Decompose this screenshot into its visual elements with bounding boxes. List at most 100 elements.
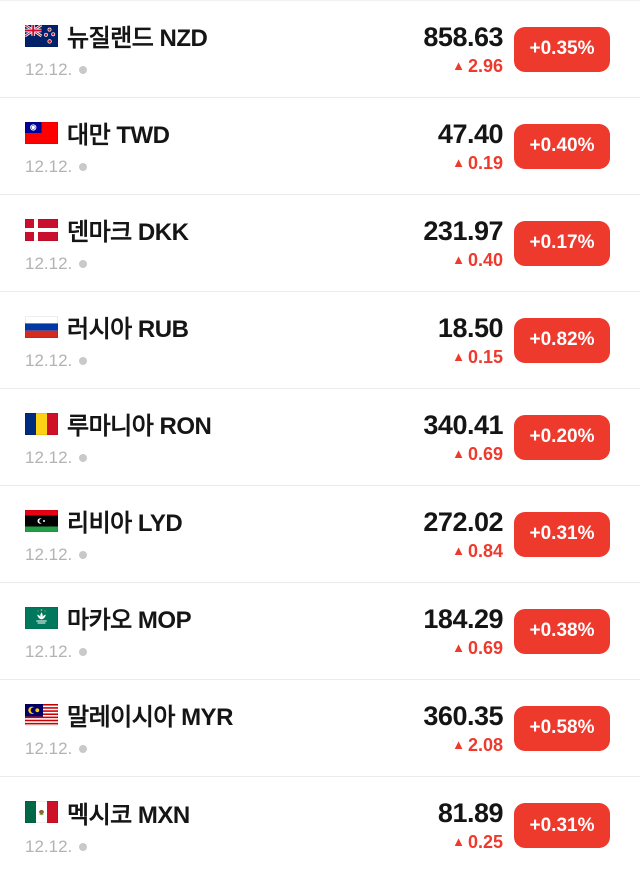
currency-name: 루마니아 RON — [67, 413, 212, 440]
currency-name: 러시아 RUB — [67, 316, 189, 343]
row-left: 말레이시아 MYR 12.12. — [25, 697, 423, 759]
row-left: 루마니아 RON 12.12. — [25, 406, 423, 468]
currency-row-nzd[interactable]: 뉴질랜드 NZD 12.12. 858.63 ▲ 2.96 +0.35% — [0, 1, 640, 98]
price-block: 47.40 ▲ 0.19 — [437, 118, 504, 174]
up-triangle-icon: ▲ — [452, 834, 465, 849]
price-block: 231.97 ▲ 0.40 — [423, 216, 503, 271]
price-block: 360.35 ▲ 2.08 — [423, 701, 503, 756]
date-label: 12.12. — [25, 836, 73, 856]
date-label: 12.12. — [25, 157, 73, 176]
change-value: 0.40 — [467, 249, 503, 270]
change-percent-badge: +0.17% — [514, 220, 610, 266]
currency-row-rub[interactable]: 러시아 RUB 12.12. 18.50 ▲ 0.15 +0.82% — [0, 292, 640, 389]
row-left: 러시아 RUB 12.12. — [25, 309, 438, 371]
date-label: 12.12. — [25, 60, 73, 79]
price: 81.89 — [437, 798, 504, 828]
row-left: 멕시코 MXN 12.12. — [25, 795, 438, 857]
date-label: 12.12. — [25, 254, 73, 273]
price-block: 184.29 ▲ 0.69 — [423, 604, 503, 659]
date-status-dot — [79, 551, 88, 559]
change-line: ▲ 0.69 — [452, 638, 503, 659]
change-percent-badge: +0.58% — [514, 705, 610, 751]
date-status-dot — [79, 745, 88, 753]
row-left: 뉴질랜드 NZD 12.12. — [25, 18, 423, 80]
price-block: 340.41 ▲ 0.69 — [423, 410, 503, 465]
change-value: 0.19 — [467, 152, 503, 173]
up-triangle-icon: ▲ — [452, 348, 465, 364]
change-value: 0.15 — [467, 346, 503, 367]
currency-row-mxn[interactable]: 멕시코 MXN 12.12. 81.89 ▲ 0.25 +0.31% — [0, 777, 640, 874]
date-status-dot — [79, 454, 88, 462]
flag-new-zealand-icon — [25, 24, 58, 47]
change-percent-badge: +0.38% — [514, 608, 610, 654]
price: 184.29 — [423, 603, 503, 634]
up-triangle-icon: ▲ — [452, 251, 465, 267]
date-label: 12.12. — [25, 642, 73, 661]
flag-romania-icon — [25, 412, 58, 435]
flag-denmark-icon — [25, 218, 58, 241]
date-status-dot — [79, 66, 88, 74]
currency-name: 멕시코 MXN — [67, 801, 190, 829]
currency-row-dkk[interactable]: 덴마크 DKK 12.12. 231.97 ▲ 0.40 +0.17% — [0, 195, 640, 292]
change-value: 0.69 — [467, 443, 503, 464]
currency-name: 뉴질랜드 NZD — [67, 25, 208, 52]
change-line: ▲ 2.96 — [452, 56, 503, 77]
row-left: 대만 TWD 12.12. — [25, 115, 438, 177]
change-value: 0.84 — [467, 540, 503, 561]
price: 858.63 — [423, 21, 503, 52]
change-percent-badge: +0.35% — [514, 26, 610, 72]
change-line: ▲ 0.25 — [452, 832, 503, 853]
change-percent-badge: +0.20% — [514, 414, 610, 460]
price: 272.02 — [423, 506, 503, 537]
flag-libya-icon — [25, 509, 58, 532]
date-status-dot — [79, 357, 88, 365]
up-triangle-icon: ▲ — [452, 57, 465, 73]
up-triangle-icon: ▲ — [452, 154, 465, 170]
change-value: 0.25 — [467, 832, 503, 852]
change-percent-badge: +0.31% — [514, 511, 610, 557]
up-triangle-icon: ▲ — [452, 639, 465, 655]
price-block: 272.02 ▲ 0.84 — [423, 507, 503, 562]
currency-name: 덴마크 DKK — [67, 219, 189, 246]
currency-name: 말레이시아 MYR — [67, 704, 233, 731]
flag-taiwan-icon — [25, 121, 58, 144]
date-label: 12.12. — [25, 545, 73, 564]
currency-row-mop[interactable]: 마카오 MOP 12.12. 184.29 ▲ 0.69 +0.38% — [0, 583, 640, 680]
price-block: 18.50 ▲ 0.15 — [437, 312, 504, 368]
change-line: ▲ 0.19 — [452, 153, 503, 174]
price: 340.41 — [423, 409, 503, 440]
price-block: 858.63 ▲ 2.96 — [423, 22, 503, 77]
up-triangle-icon: ▲ — [452, 542, 465, 558]
up-triangle-icon: ▲ — [452, 445, 465, 461]
flag-russia-icon — [25, 315, 58, 338]
price: 18.50 — [437, 312, 504, 343]
date-label: 12.12. — [25, 739, 73, 758]
change-value: 0.69 — [467, 637, 503, 658]
change-line: ▲ 0.15 — [452, 347, 503, 368]
change-percent-badge: +0.82% — [514, 317, 610, 363]
date-label: 12.12. — [25, 351, 73, 370]
change-line: ▲ 0.69 — [452, 444, 503, 465]
flag-macau-icon — [25, 606, 58, 629]
currency-row-lyd[interactable]: 리비아 LYD 12.12. 272.02 ▲ 0.84 +0.31% — [0, 486, 640, 583]
currency-row-ron[interactable]: 루마니아 RON 12.12. 340.41 ▲ 0.69 +0.20% — [0, 389, 640, 486]
up-triangle-icon: ▲ — [452, 736, 465, 752]
row-left: 덴마크 DKK 12.12. — [25, 212, 423, 274]
flag-mexico-icon — [25, 801, 58, 823]
price: 47.40 — [437, 118, 504, 149]
currency-name: 마카오 MOP — [67, 607, 192, 634]
currency-row-myr[interactable]: 말레이시아 MYR 12.12. 360.35 ▲ 2.08 +0.58% — [0, 680, 640, 777]
change-value: 2.96 — [467, 55, 503, 76]
change-percent-badge: +0.31% — [514, 803, 610, 848]
currency-name: 대만 TWD — [67, 122, 170, 149]
row-left: 마카오 MOP 12.12. — [25, 600, 423, 662]
flag-malaysia-icon — [25, 703, 58, 726]
date-status-dot — [79, 648, 88, 656]
row-left: 리비아 LYD 12.12. — [25, 503, 423, 565]
change-line: ▲ 0.84 — [452, 541, 503, 562]
date-status-dot — [79, 163, 88, 171]
price: 360.35 — [423, 700, 503, 731]
currency-name: 리비아 LYD — [67, 510, 183, 537]
currency-row-twd[interactable]: 대만 TWD 12.12. 47.40 ▲ 0.19 +0.40% — [0, 98, 640, 195]
